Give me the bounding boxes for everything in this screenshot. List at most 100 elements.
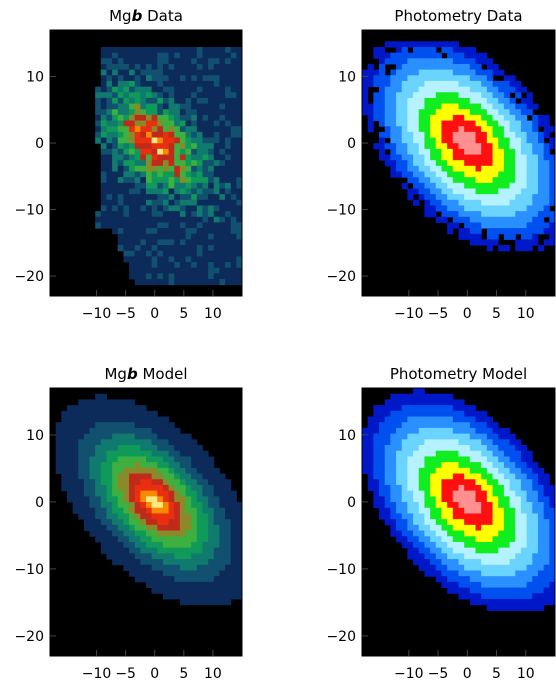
map-pixel	[452, 467, 459, 475]
map-pixel	[537, 216, 545, 223]
map-pixel	[202, 131, 209, 139]
map-pixel	[526, 222, 533, 229]
map-pixel	[236, 199, 243, 206]
map-pixel	[134, 97, 141, 105]
map-pixel	[430, 524, 437, 532]
map-pixel	[230, 250, 237, 257]
map-pixel	[134, 462, 141, 469]
map-pixel	[469, 405, 477, 412]
map-pixel	[396, 410, 403, 418]
map-pixel	[447, 211, 454, 218]
map-pixel	[503, 587, 511, 594]
map-pixel	[458, 92, 465, 99]
map-pixel	[509, 541, 516, 549]
map-pixel	[469, 75, 477, 82]
map-pixel	[509, 182, 516, 189]
map-pixel	[89, 519, 96, 526]
map-pixel	[129, 114, 136, 122]
map-pixel	[401, 445, 408, 452]
map-pixel	[537, 479, 545, 486]
map-pixel	[66, 479, 74, 486]
map-pixel	[384, 462, 391, 469]
map-pixel	[418, 490, 425, 497]
map-pixel	[78, 456, 85, 463]
map-pixel	[396, 507, 403, 514]
map-pixel	[492, 233, 499, 240]
map-pixel	[526, 109, 533, 116]
panel-title: Mgb Data	[109, 7, 183, 25]
map-pixel	[66, 422, 74, 429]
map-pixel	[441, 581, 448, 589]
map-pixel	[208, 131, 215, 139]
map-pixel	[185, 171, 192, 178]
map-pixel	[543, 154, 550, 161]
map-pixel	[230, 92, 237, 99]
map-pixel	[225, 165, 232, 172]
map-pixel	[123, 131, 130, 139]
map-pixel	[537, 496, 545, 503]
map-pixel	[407, 103, 414, 110]
map-pixel	[503, 507, 511, 514]
map-pixel	[123, 490, 130, 497]
map-pixel	[179, 439, 187, 446]
map-pixel	[168, 137, 175, 144]
map-pixel	[407, 462, 414, 469]
map-pixel	[509, 131, 516, 139]
map-pixel	[509, 564, 516, 571]
map-pixel	[413, 388, 420, 395]
map-pixel	[475, 450, 482, 457]
map-pixel	[475, 131, 482, 139]
map-pixel	[464, 462, 471, 469]
map-pixel	[401, 422, 408, 429]
map-pixel	[219, 86, 226, 93]
map-pixel	[515, 536, 522, 543]
map-pixel	[475, 524, 482, 532]
map-pixel	[424, 416, 431, 423]
map-pixel	[537, 507, 545, 514]
map-pixel	[123, 547, 130, 554]
map-pixel	[157, 484, 164, 492]
map-pixel	[520, 228, 528, 235]
map-pixel	[486, 450, 494, 457]
map-pixel	[537, 114, 545, 122]
map-pixel	[435, 58, 442, 65]
map-pixel	[481, 80, 488, 88]
map-pixel	[162, 553, 170, 560]
map-pixel	[464, 410, 471, 418]
map-pixel	[230, 80, 237, 88]
map-pixel	[481, 456, 488, 463]
axis-frame	[361, 29, 556, 297]
map-pixel	[95, 393, 102, 400]
map-pixel	[452, 92, 459, 99]
map-pixel	[418, 507, 425, 514]
map-pixel	[202, 69, 209, 76]
map-pixel	[89, 427, 96, 435]
map-pixel	[486, 239, 494, 246]
map-pixel	[95, 479, 102, 486]
map-pixel	[123, 154, 130, 161]
map-pixel	[396, 46, 403, 54]
map-pixel	[196, 513, 203, 520]
map-pixel	[503, 245, 511, 252]
map-pixel	[390, 109, 397, 116]
map-pixel	[532, 581, 539, 589]
map-pixel	[520, 564, 528, 571]
map-pixel	[492, 559, 499, 566]
map-pixel	[157, 467, 164, 475]
map-pixel	[481, 131, 488, 139]
map-pixel	[481, 114, 488, 122]
map-pixel	[543, 211, 550, 218]
map-pixel	[140, 519, 147, 526]
map-pixel	[112, 490, 119, 497]
map-pixel	[196, 507, 203, 514]
map-pixel	[196, 490, 203, 497]
map-pixel	[106, 450, 113, 457]
map-pixel	[112, 216, 119, 223]
map-pixel	[407, 484, 414, 492]
map-pixel	[475, 416, 482, 423]
map-pixel	[481, 211, 488, 218]
map-pixel	[219, 92, 226, 99]
map-pixel	[498, 502, 505, 509]
pixel-map	[95, 46, 243, 286]
map-pixel	[179, 171, 187, 178]
